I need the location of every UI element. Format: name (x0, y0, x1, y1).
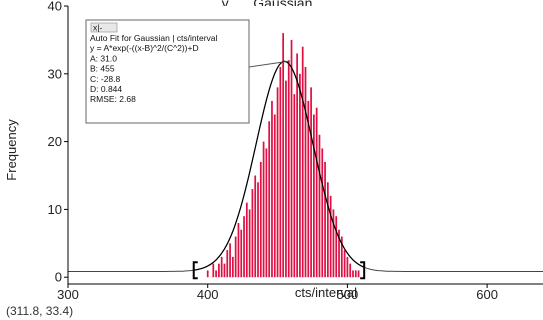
chart-title: …y, … Gaussian (208, 0, 313, 11)
y-tick-label: 20 (48, 134, 62, 149)
x-tick-label: 600 (476, 287, 498, 302)
x-tick-label: 400 (197, 287, 219, 302)
fit-box-close-button[interactable] (90, 22, 118, 33)
fit-box-line: C: -28.8 (90, 74, 121, 84)
y-axis-label: Frequency (4, 119, 19, 181)
selection-left-bracket[interactable] (192, 261, 198, 280)
histogram-bar (332, 209, 335, 278)
fit-box-line: D: 0.844 (90, 84, 122, 94)
histogram-bar (338, 229, 340, 278)
fit-box-frame (85, 19, 250, 124)
fit-annotation-box[interactable]: x|- Auto Fit for Gaussian | cts/interval… (85, 19, 250, 124)
histogram-bar (251, 189, 254, 278)
histogram-bar (326, 182, 329, 278)
histogram-bar (215, 270, 217, 278)
histogram-bar (276, 87, 279, 278)
histogram-bar (254, 175, 257, 278)
histogram-bar (279, 67, 282, 278)
histogram-bar (223, 263, 226, 278)
histogram-bar (287, 60, 290, 278)
y-tick-label: 30 (48, 66, 62, 81)
y-tick-label: 40 (48, 0, 62, 14)
fit-box-line: y = A*exp(-((x-B)^2/(C^2))+D (90, 43, 199, 53)
histogram-bar (282, 33, 285, 278)
histogram-bar (324, 161, 326, 278)
histogram-bar (318, 134, 321, 278)
histogram-bar (346, 256, 349, 278)
histogram-bar (262, 141, 265, 278)
histogram-bar (257, 182, 259, 278)
histogram-bars (206, 33, 360, 278)
x-tick-label: 500 (337, 287, 359, 302)
histogram-bar (352, 270, 354, 278)
fit-box-line: Auto Fit for Gaussian | cts/interval (90, 33, 218, 43)
histogram-bar (315, 107, 318, 278)
histogram-bar (265, 148, 268, 278)
histogram-bar (357, 270, 360, 278)
y-tick-label: 10 (48, 202, 62, 217)
x-axis-ticks: 300 400 500 600 (57, 284, 498, 302)
histogram-bar (293, 94, 296, 278)
histogram-bar (349, 263, 352, 278)
fit-box-line: B: 455 (90, 64, 115, 74)
histogram-bar (343, 250, 346, 278)
histogram-bar (290, 39, 293, 278)
histogram-bar (240, 229, 243, 278)
histogram-bar (268, 121, 271, 278)
histogram-bar (220, 256, 223, 278)
plot-area[interactable] (68, 6, 543, 284)
y-tick-label: 0 (55, 270, 62, 285)
x-axis-label: cts/interval (295, 285, 357, 300)
histogram-bar (226, 250, 229, 278)
histogram-bar (296, 53, 298, 278)
x-tick-label: 300 (57, 287, 79, 302)
histogram-bar (245, 202, 248, 278)
histogram-bar (206, 270, 209, 278)
histogram-bar (329, 195, 332, 278)
fit-box-line: RMSE: 2.68 (90, 94, 136, 104)
histogram-bar (335, 216, 338, 278)
histogram-bar (310, 87, 312, 278)
histogram-bar (340, 236, 343, 278)
histogram-bar (229, 243, 231, 278)
histogram-bar (307, 100, 310, 278)
histogram-bar (243, 216, 245, 278)
histogram-bar (234, 236, 237, 278)
histogram-bar (273, 114, 276, 278)
histogram-bar (354, 270, 357, 278)
coordinate-readout: (311.8, 33.4) (6, 304, 73, 318)
histogram-bar (212, 263, 215, 278)
histogram-bar (321, 148, 324, 278)
fit-box-close-glyph: x|- (93, 23, 102, 33)
fit-box-line: A: 31.0 (90, 53, 117, 63)
histogram-bar (237, 222, 240, 278)
histogram-bar (301, 46, 304, 278)
histogram-bar (231, 256, 234, 278)
histogram-bar (313, 114, 315, 278)
histogram-bar (259, 161, 262, 278)
histogram-bar (218, 263, 220, 278)
gaussian-fit-curve (193, 60, 365, 271)
axes: 300 400 500 600 0 10 20 30 40 (48, 0, 543, 302)
annotation-connector-line (248, 60, 291, 68)
histogram-bar (299, 73, 301, 278)
histogram-bar (248, 209, 251, 278)
histogram-bar (304, 67, 307, 278)
histogram-bar (285, 80, 287, 278)
histogram-bar (271, 100, 273, 278)
y-axis-ticks: 0 10 20 30 40 (48, 0, 68, 285)
selection-right-bracket[interactable] (360, 261, 366, 280)
